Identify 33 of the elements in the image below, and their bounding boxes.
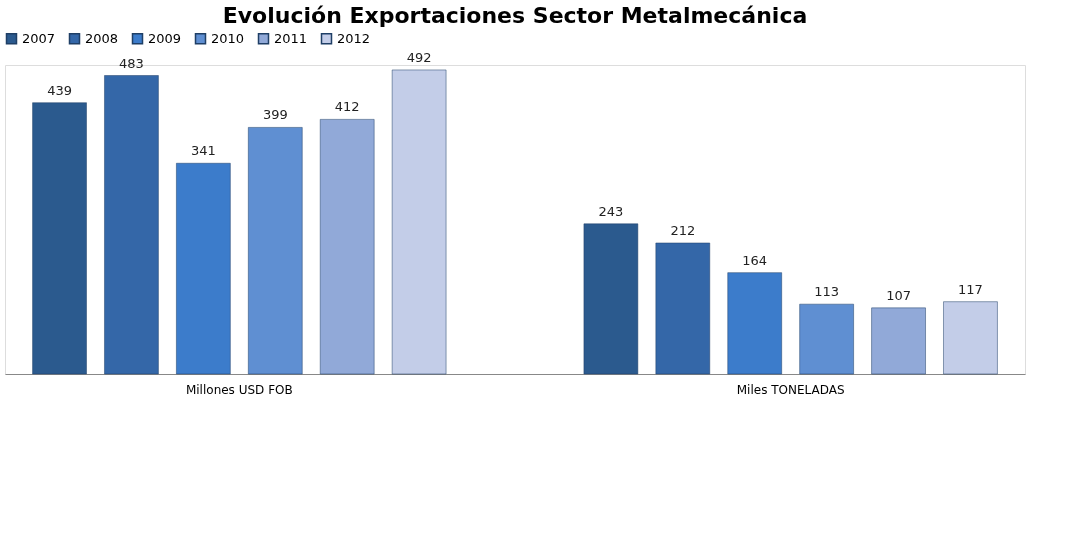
bar — [583, 223, 639, 375]
data-label: 399 — [262, 107, 288, 123]
bar — [248, 127, 303, 375]
bar — [391, 69, 447, 375]
data-label: 113 — [814, 284, 840, 300]
bar — [319, 119, 375, 375]
data-label: 117 — [958, 281, 983, 297]
bar — [871, 307, 926, 375]
bar — [104, 75, 159, 375]
data-label: 483 — [119, 55, 144, 71]
bar — [799, 303, 854, 375]
data-label: 212 — [670, 222, 696, 238]
bar — [176, 163, 231, 375]
data-label: 412 — [334, 99, 360, 115]
x-tick-label: Millones USD FOB — [185, 382, 293, 397]
bar — [727, 272, 782, 375]
data-label: 243 — [598, 203, 624, 219]
data-label: 492 — [406, 49, 432, 65]
legend-label: 2008 — [85, 30, 119, 46]
data-label: 439 — [47, 82, 72, 98]
data-label: 341 — [190, 143, 216, 159]
legend-label: 2010 — [211, 30, 245, 46]
legend-label: 2007 — [22, 30, 56, 46]
legend-label: 2012 — [337, 30, 371, 46]
bar — [943, 301, 998, 375]
bar — [32, 102, 87, 375]
x-tick-label: Miles TONELADAS — [736, 382, 845, 397]
data-label: 164 — [742, 252, 768, 268]
data-label: 107 — [886, 287, 911, 303]
bar — [655, 242, 711, 375]
legend-label: 2009 — [148, 30, 182, 46]
legend-label: 2011 — [274, 30, 308, 46]
chart-title: Evolución Exportaciones Sector Metalmecánica — [222, 3, 808, 28]
